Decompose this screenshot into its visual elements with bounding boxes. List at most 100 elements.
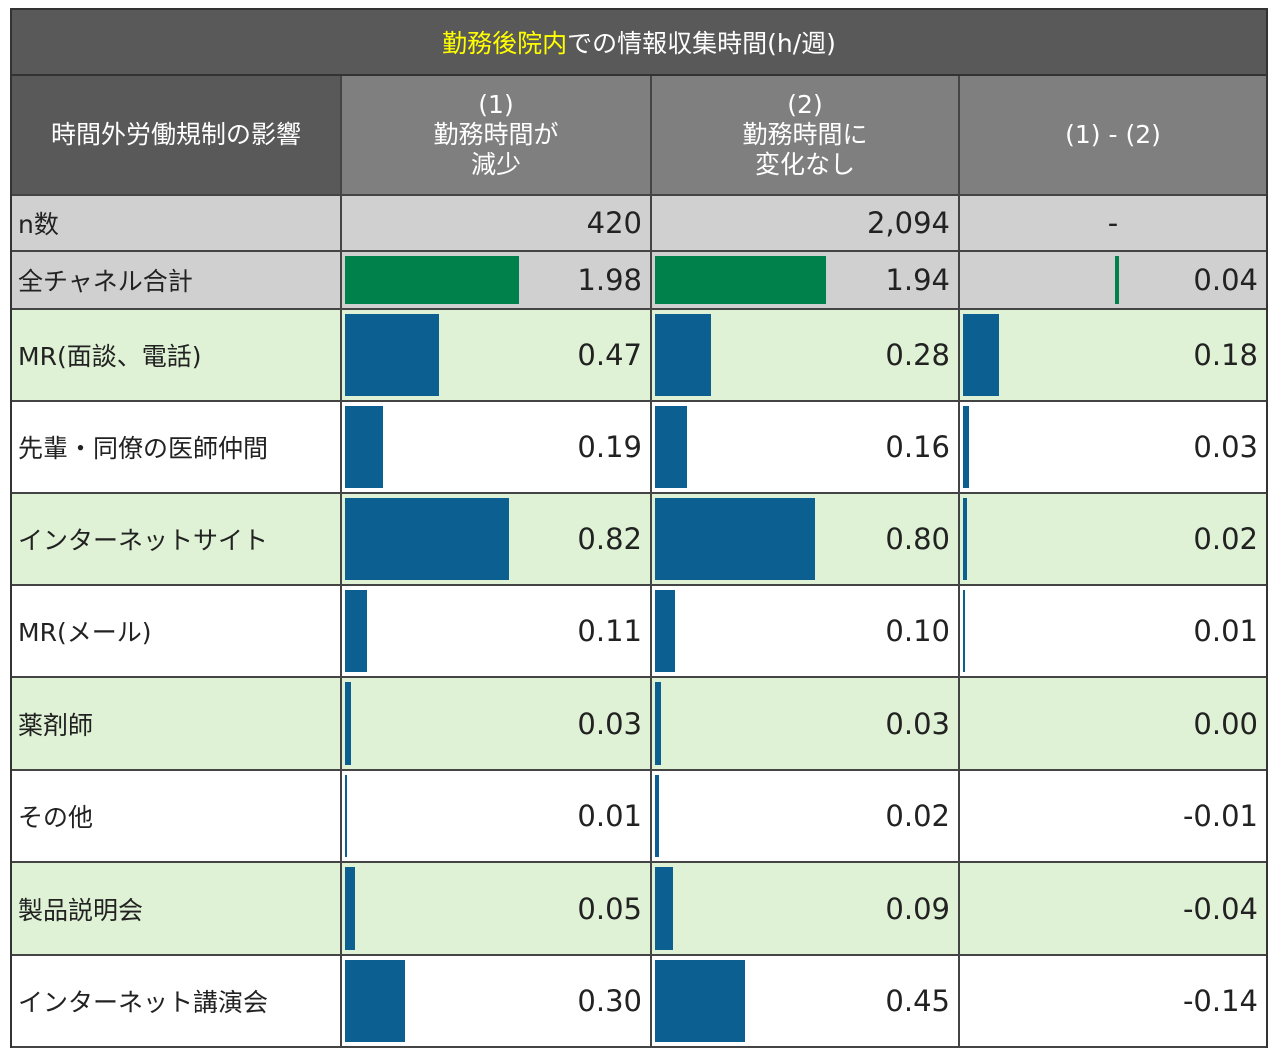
row-label: インターネット講演会 xyxy=(12,956,342,1048)
value-bar xyxy=(345,682,351,765)
row-label: その他 xyxy=(12,771,342,863)
n-cell: 2,094 xyxy=(652,196,960,252)
data-table: 勤務後院内 での情報収集時間(h/週) 時間外労働規制の影響 (1) 勤務時間が … xyxy=(10,8,1268,1048)
table-row: 薬剤師 0.03 0.03 0.00 xyxy=(12,678,1266,771)
n-value: - xyxy=(1107,206,1119,240)
header-col1-line1: (1) xyxy=(478,90,514,119)
value-label: 0.03 xyxy=(1193,430,1258,464)
value-cell: 0.03 xyxy=(342,678,652,771)
table-row: その他 0.01 0.02 -0.01 xyxy=(12,771,1266,863)
value-bar xyxy=(345,256,520,304)
value-bar xyxy=(655,314,711,396)
value-label: 0.10 xyxy=(885,614,950,648)
header-col1-line3: 減少 xyxy=(470,150,521,179)
header-col3: (1) - (2) xyxy=(960,76,1266,196)
row-label: 薬剤師 xyxy=(12,678,342,771)
value-cell: -0.04 xyxy=(960,863,1266,956)
value-bar xyxy=(345,960,405,1042)
value-label: -0.14 xyxy=(1182,984,1258,1018)
header-col2-line3: 変化なし xyxy=(754,150,855,179)
value-label: 1.98 xyxy=(577,263,642,297)
value-bar xyxy=(345,775,347,857)
header-col3-label: (1) - (2) xyxy=(1065,120,1161,149)
n-row: n数 420 2,094 - xyxy=(12,196,1266,252)
value-cell: 0.04 xyxy=(960,252,1266,310)
value-label: 0.00 xyxy=(1193,706,1258,741)
value-cell: 0.01 xyxy=(960,586,1266,678)
value-cell: 0.47 xyxy=(342,310,652,402)
value-label: 0.01 xyxy=(577,799,642,833)
value-cell: 0.01 xyxy=(342,771,652,863)
value-bar xyxy=(963,406,969,488)
table-row: 製品説明会 0.05 0.09 -0.04 xyxy=(12,863,1266,956)
value-cell: 0.02 xyxy=(652,771,960,863)
value-label: -0.04 xyxy=(1182,891,1258,926)
value-label: 0.02 xyxy=(1193,522,1258,556)
value-bar xyxy=(345,867,355,950)
value-bar xyxy=(655,498,815,580)
value-label: 0.19 xyxy=(577,430,642,464)
header-col1-line2: 勤務時間が xyxy=(433,120,559,149)
value-cell: 0.28 xyxy=(652,310,960,402)
value-label: 0.18 xyxy=(1193,338,1258,372)
table-row: インターネットサイト 0.82 0.80 0.02 xyxy=(12,494,1266,586)
row-label: 全チャネル合計 xyxy=(12,252,342,310)
value-cell: 0.30 xyxy=(342,956,652,1048)
value-label: 0.04 xyxy=(1193,263,1258,297)
value-label: 0.30 xyxy=(577,984,642,1018)
value-label: 0.80 xyxy=(885,522,950,556)
value-label: 0.05 xyxy=(577,891,642,926)
value-cell: 0.02 xyxy=(960,494,1266,586)
value-bar xyxy=(963,498,967,580)
table-row: 先輩・同僚の医師仲間 0.19 0.16 0.03 xyxy=(12,402,1266,494)
header-category: 時間外労働規制の影響 xyxy=(12,76,342,196)
value-label: 0.16 xyxy=(885,430,950,464)
total-row: 全チャネル合計 1.98 1.94 0.04 xyxy=(12,252,1266,310)
table-title: 勤務後院内 での情報収集時間(h/週) xyxy=(12,10,1266,76)
value-cell: -0.14 xyxy=(960,956,1266,1048)
table-row: MR(面談、電話) 0.47 0.28 0.18 xyxy=(12,310,1266,402)
header-col2: (2) 勤務時間に 変化なし xyxy=(652,76,960,196)
value-label: 0.47 xyxy=(577,338,642,372)
row-label: n数 xyxy=(12,196,342,252)
value-cell: 0.11 xyxy=(342,586,652,678)
row-label: MR(面談、電話) xyxy=(12,310,342,402)
value-bar xyxy=(963,590,965,672)
value-cell: 1.98 xyxy=(342,252,652,310)
title-highlight: 勤務後院内 xyxy=(442,29,568,58)
value-bar xyxy=(345,406,383,488)
value-cell: 0.80 xyxy=(652,494,960,586)
value-cell: 0.05 xyxy=(342,863,652,956)
row-label: MR(メール) xyxy=(12,586,342,678)
value-cell: 0.03 xyxy=(652,678,960,771)
row-label: インターネットサイト xyxy=(12,494,342,586)
value-cell: 0.18 xyxy=(960,310,1266,402)
value-bar xyxy=(655,256,826,304)
value-bar xyxy=(963,314,999,396)
header-col2-line2: 勤務時間に xyxy=(742,120,868,149)
value-cell: 0.09 xyxy=(652,863,960,956)
value-cell: 0.00 xyxy=(960,678,1266,771)
value-cell: 0.19 xyxy=(342,402,652,494)
value-label: -0.01 xyxy=(1182,799,1258,833)
value-label: 0.28 xyxy=(885,338,950,372)
value-label: 0.82 xyxy=(577,522,642,556)
value-bar xyxy=(1115,256,1119,304)
value-cell: 0.03 xyxy=(960,402,1266,494)
value-label: 0.01 xyxy=(1193,614,1258,648)
value-bar xyxy=(655,775,659,857)
value-bar xyxy=(655,682,661,765)
value-cell: -0.01 xyxy=(960,771,1266,863)
value-bar xyxy=(655,406,687,488)
value-cell: 0.16 xyxy=(652,402,960,494)
value-bar xyxy=(655,590,675,672)
value-bar xyxy=(655,867,673,950)
title-rest: での情報収集時間(h/週) xyxy=(567,29,836,58)
header-col1: (1) 勤務時間が 減少 xyxy=(342,76,652,196)
value-cell: 0.10 xyxy=(652,586,960,678)
value-bar xyxy=(345,590,367,672)
value-cell: 0.45 xyxy=(652,956,960,1048)
table-row: MR(メール) 0.11 0.10 0.01 xyxy=(12,586,1266,678)
value-bar xyxy=(345,314,439,396)
n-cell: 420 xyxy=(342,196,652,252)
